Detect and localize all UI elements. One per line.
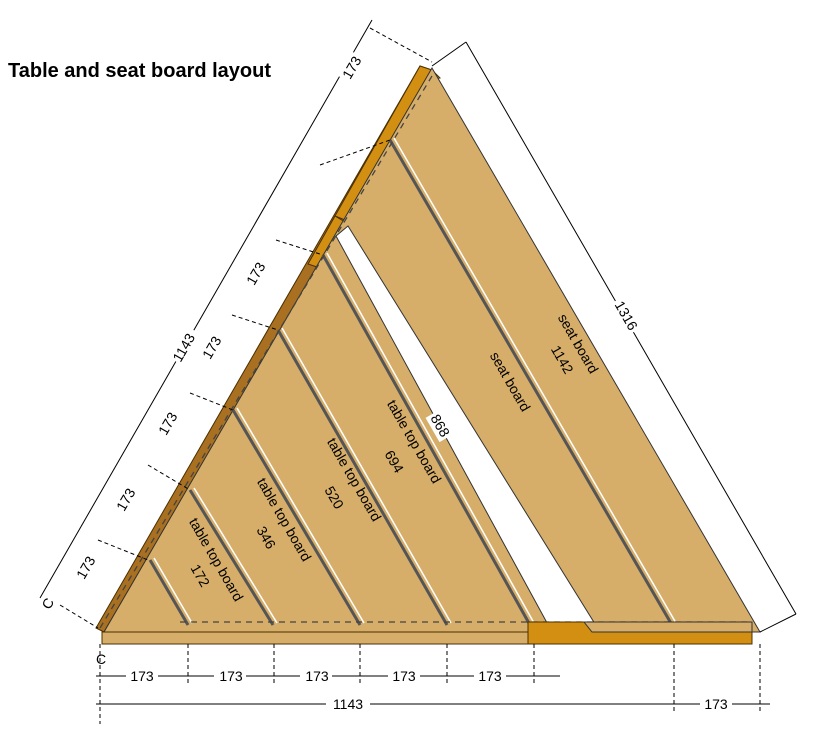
bottom-dim-2: 173 [219,668,243,684]
bottom-dimension-lines [96,644,770,724]
left-dimension-labels: C 173 173 173 1143 173 173 173 [38,51,367,612]
inner-left-dashed [99,75,433,629]
bottom-seat-strip [582,621,753,633]
bottom-dim-seat: 173 [704,696,728,712]
seat-seams [388,139,674,626]
bottom-dim-5: 173 [478,668,502,684]
bottom-dim-total: 1143 [333,696,363,712]
bottom-dim-4: 173 [392,668,416,684]
table-top-seams [148,254,532,626]
bottom-dimension-labels: 173 173 173 173 173 1143 173 C [96,651,732,712]
bottom-dim-3: 173 [305,668,329,684]
bottom-dim-1: 173 [130,668,154,684]
diagram-title: Table and seat board layout [8,60,272,82]
corner-label-bottom: C [96,651,106,667]
seam-highlights [153,137,677,624]
left-corner-label: C [38,595,57,612]
left-dimension [39,19,433,629]
